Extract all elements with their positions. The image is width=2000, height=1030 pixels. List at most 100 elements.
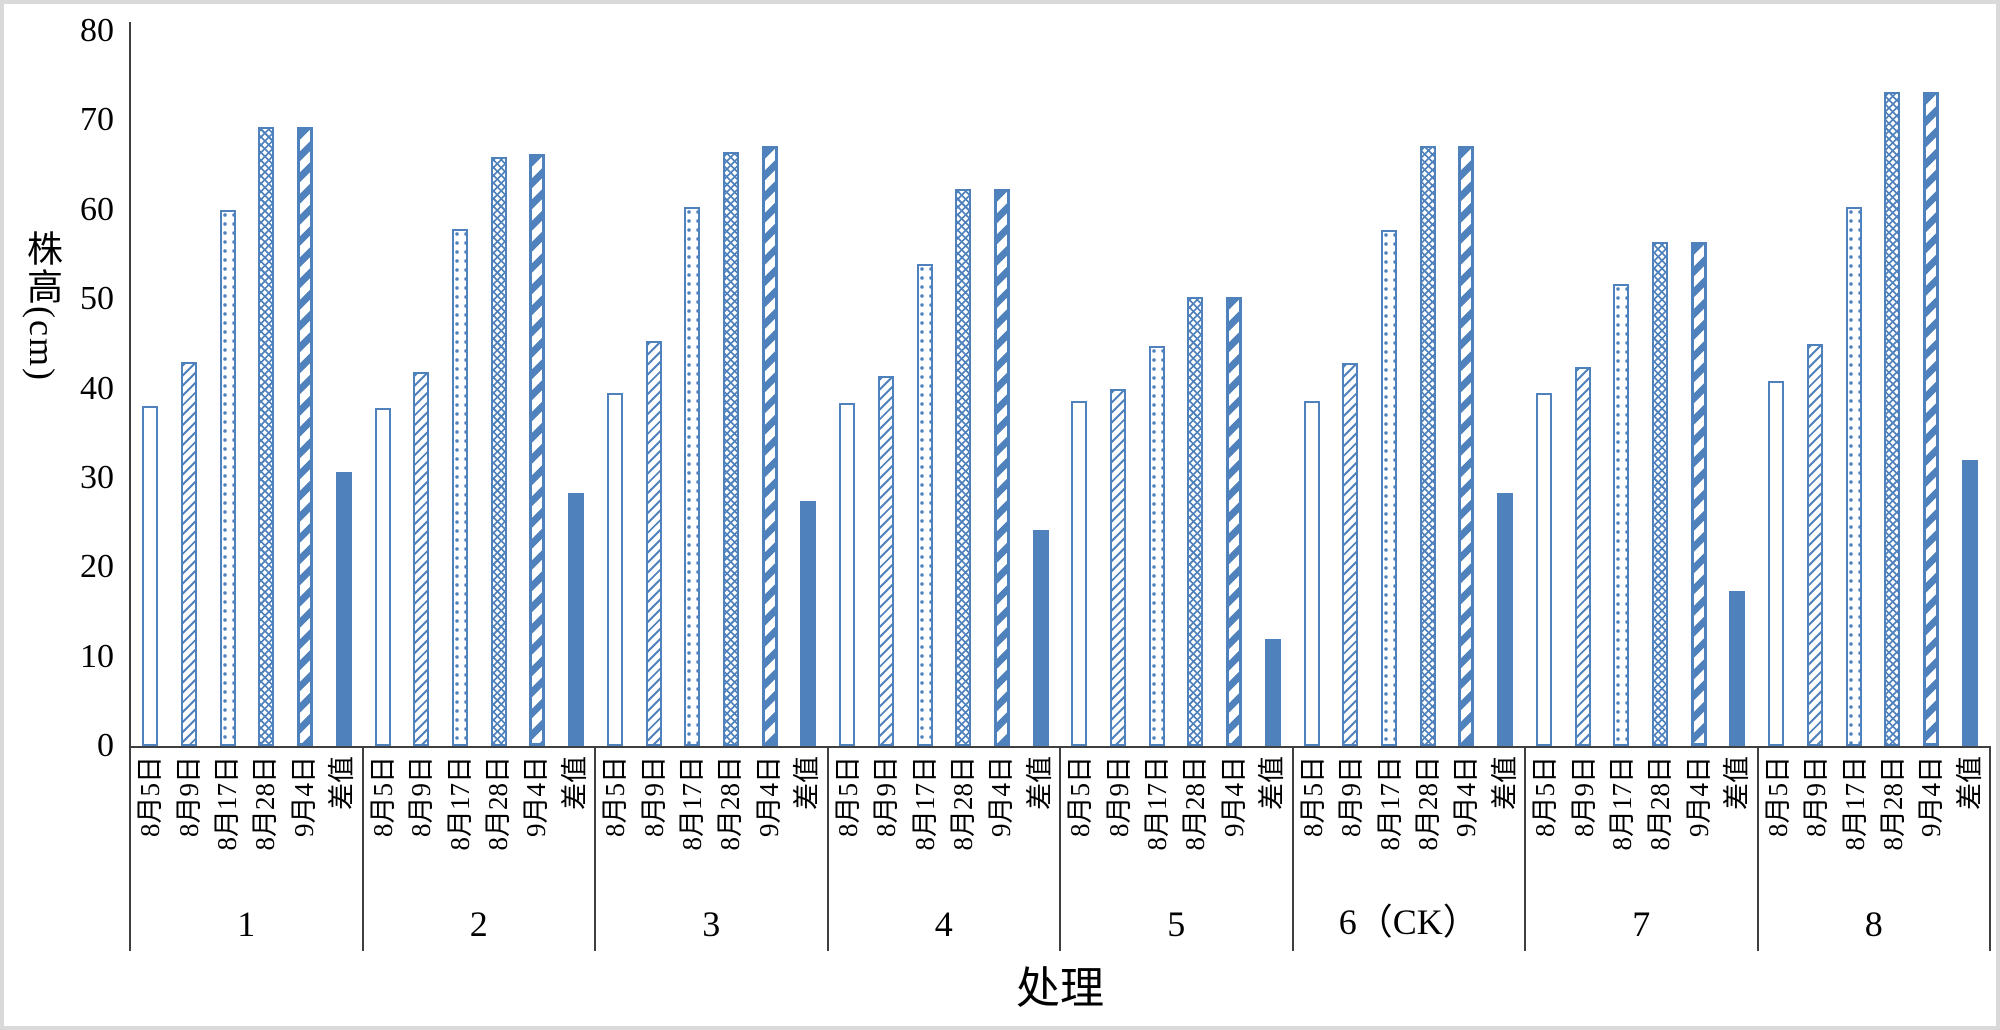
bar-8月9日-group3 bbox=[645, 341, 662, 746]
date-label-row: 8月5日 8月9日 8月17日 8月28日 9月4日 差值 bbox=[1759, 748, 1990, 888]
bar-差值-group2 bbox=[568, 493, 585, 746]
x-tick-label: 8月17日 bbox=[909, 756, 940, 851]
date-label-row: 8月5日 8月9日 8月17日 8月28日 9月4日 差值 bbox=[1526, 748, 1757, 888]
bar-slot bbox=[208, 31, 247, 746]
bar-slot bbox=[325, 31, 364, 746]
bar-8月5日-group8 bbox=[1768, 381, 1785, 746]
x-tick-label: 8月9日 bbox=[638, 756, 669, 837]
date-label-slot: 8月5日 bbox=[829, 748, 867, 888]
bar-slot bbox=[1795, 31, 1834, 746]
x-tick-label: 8月5日 bbox=[135, 756, 166, 837]
bar-slot bbox=[712, 31, 751, 746]
bar-8月5日-group5 bbox=[1071, 401, 1088, 746]
y-axis-title: 株高(cm) bbox=[22, 230, 62, 382]
x-tick-label: 8月17日 bbox=[444, 756, 475, 851]
x-category-group-8: 8月5日 8月9日 8月17日 8月28日 9月4日 差值 8 bbox=[1759, 748, 1991, 951]
bar-8月9日-group1 bbox=[181, 361, 198, 746]
bar-slot bbox=[944, 31, 983, 746]
bar-slot bbox=[983, 31, 1022, 746]
date-label-slot: 8月5日 bbox=[1526, 748, 1564, 888]
x-tick-label: 9月4日 bbox=[1451, 756, 1482, 837]
bar-8月17日-group5 bbox=[1148, 345, 1165, 746]
group-label: 4 bbox=[934, 904, 953, 944]
bar-slot bbox=[286, 31, 325, 746]
group-label: 3 bbox=[702, 904, 721, 944]
x-tick-label: 8月17日 bbox=[212, 756, 243, 851]
date-label-slot: 8月5日 bbox=[1061, 748, 1099, 888]
bar-slot bbox=[1021, 31, 1060, 746]
date-label-slot: 8月9日 bbox=[1564, 748, 1602, 888]
bar-slot bbox=[1370, 31, 1409, 746]
x-category-group-1: 8月5日 8月9日 8月17日 8月28日 9月4日 差值 1 bbox=[131, 748, 364, 951]
date-label-slot: 8月5日 bbox=[131, 748, 169, 888]
bar-slot bbox=[1408, 31, 1447, 746]
bar-9月4日-group2 bbox=[529, 154, 546, 746]
bar-slot bbox=[789, 31, 828, 746]
bar-差值-group6 bbox=[1497, 493, 1514, 746]
x-tick-label: 差值 bbox=[1257, 756, 1288, 810]
bar-group-3 bbox=[596, 31, 828, 746]
date-label-slot: 8月5日 bbox=[596, 748, 634, 888]
bar-slot bbox=[596, 31, 635, 746]
bar-8月17日-group1 bbox=[219, 209, 236, 746]
bar-8月5日-group1 bbox=[142, 406, 159, 746]
x-tick-label: 差值 bbox=[559, 756, 590, 810]
bar-8月5日-group3 bbox=[606, 392, 623, 746]
plot-area bbox=[131, 31, 1989, 746]
bar-slot bbox=[1757, 31, 1796, 746]
bar-差值-group1 bbox=[335, 471, 352, 746]
date-label-row: 8月5日 8月9日 8月17日 8月28日 9月4日 差值 bbox=[1061, 748, 1292, 888]
x-tick-label: 8月5日 bbox=[367, 756, 398, 837]
bar-9月4日-group5 bbox=[1226, 297, 1243, 746]
x-tick-label: 差值 bbox=[792, 756, 823, 810]
x-tick-label: 8月17日 bbox=[1607, 756, 1638, 851]
bar-slot bbox=[1215, 31, 1254, 746]
x-tick-label: 9月4日 bbox=[753, 756, 784, 837]
date-label-slot: 8月28日 bbox=[1176, 748, 1214, 888]
x-tick-label: 8月5日 bbox=[1762, 756, 1793, 837]
x-tick-label: 9月4日 bbox=[986, 756, 1017, 837]
bar-group-4 bbox=[828, 31, 1060, 746]
group-label: 2 bbox=[469, 904, 488, 944]
x-tick-label: 差值 bbox=[1954, 756, 1985, 810]
date-label-slot: 差值 bbox=[1253, 748, 1291, 888]
y-tick-label: 40 bbox=[80, 369, 114, 407]
bar-slot bbox=[1602, 31, 1641, 746]
bar-差值-group7 bbox=[1729, 590, 1746, 746]
date-label-slot: 9月4日 bbox=[750, 748, 788, 888]
x-tick-label: 8月9日 bbox=[871, 756, 902, 837]
x-tick-label: 8月9日 bbox=[1568, 756, 1599, 837]
y-tick-label: 70 bbox=[80, 101, 114, 139]
bar-8月17日-group7 bbox=[1613, 283, 1630, 746]
bar-8月28日-group2 bbox=[490, 157, 507, 746]
bar-slot bbox=[170, 31, 209, 746]
date-label-slot: 8月17日 bbox=[208, 748, 246, 888]
bar-8月17日-group2 bbox=[452, 228, 468, 746]
date-label-slot: 差值 bbox=[556, 748, 594, 888]
x-tick-label: 8月17日 bbox=[1142, 756, 1173, 851]
bar-8月9日-group4 bbox=[877, 376, 894, 746]
bar-8月17日-group8 bbox=[1845, 207, 1862, 746]
x-category-group-2: 8月5日 8月9日 8月17日 8月28日 9月4日 差值 2 bbox=[364, 748, 596, 951]
x-tick-label: 差值 bbox=[327, 756, 358, 810]
bar-slot bbox=[1679, 31, 1718, 746]
y-tick-label: 60 bbox=[80, 190, 114, 228]
group-label: 5 bbox=[1167, 904, 1186, 944]
x-tick-label: 9月4日 bbox=[1916, 756, 1947, 837]
bar-slot bbox=[905, 31, 944, 746]
group-label: 1 bbox=[237, 904, 256, 944]
bar-slot bbox=[1950, 31, 1989, 746]
bar-8月28日-group7 bbox=[1651, 241, 1668, 746]
x-tick-label: 8月28日 bbox=[482, 756, 513, 851]
bar-slot bbox=[1563, 31, 1602, 746]
date-label-slot: 差值 bbox=[788, 748, 826, 888]
date-label-slot: 差值 bbox=[323, 748, 361, 888]
date-label-slot: 8月28日 bbox=[1409, 748, 1447, 888]
group-label: 8 bbox=[1864, 904, 1883, 944]
y-tick-label: 20 bbox=[80, 548, 114, 586]
bar-差值-group5 bbox=[1264, 638, 1281, 746]
y-tick-label: 50 bbox=[80, 280, 114, 318]
bar-9月4日-group4 bbox=[993, 189, 1010, 746]
bar-group-7 bbox=[1525, 31, 1757, 746]
bar-slot bbox=[1873, 31, 1912, 746]
